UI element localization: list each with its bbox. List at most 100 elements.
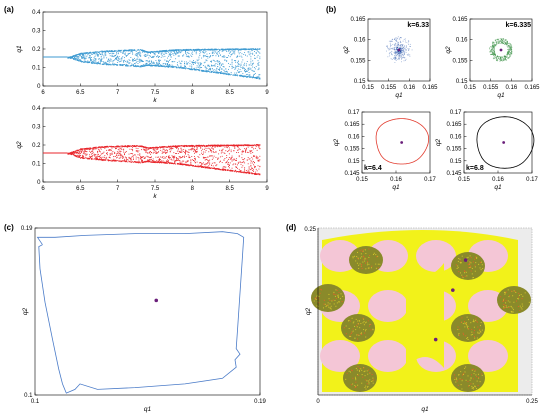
bifurcation-point (256, 144, 258, 146)
orbit-point (397, 45, 399, 46)
bifurcation-point (140, 157, 142, 159)
bifurcation-point (145, 160, 147, 162)
bifurcation-point (213, 69, 215, 71)
bifurcation-point (177, 163, 179, 165)
bifurcation-point (180, 157, 182, 159)
bifurcation-point (232, 170, 234, 172)
bifurcation-point (258, 61, 260, 63)
bifurcation-point (231, 160, 233, 162)
bifurcation-point (104, 63, 106, 65)
bifurcation-point (83, 58, 85, 60)
bifurcation-point (229, 63, 231, 65)
bifurcation-point (191, 67, 193, 69)
bifurcation-point (119, 60, 121, 62)
bifurcation-point (132, 50, 134, 52)
bifurcation-point (185, 149, 186, 151)
bifurcation-point (86, 157, 88, 159)
bifurcation-point (251, 167, 253, 169)
bifurcation-point (236, 167, 238, 169)
bifurcation-point (158, 65, 160, 66)
bifurcation-point (166, 160, 168, 162)
bifurcation-point (256, 76, 258, 78)
bifurcation-point (155, 151, 157, 153)
bifurcation-point (141, 158, 143, 160)
bifurcation-point (253, 70, 255, 72)
bifurcation-point (229, 74, 231, 76)
bifurcation-point (122, 155, 124, 157)
bifurcation-point (107, 50, 109, 52)
bifurcation-point (116, 147, 117, 149)
bifurcation-point (81, 57, 82, 59)
bifurcation-point (74, 59, 76, 60)
bifurcation-point (186, 151, 188, 153)
bifurcation-point (210, 148, 212, 150)
bifurcation-point (166, 162, 168, 164)
bifurcation-point (186, 49, 188, 51)
bifurcation-point (177, 52, 179, 54)
bifurcation-point (120, 148, 122, 149)
bifurcation-point (255, 77, 257, 79)
bifurcation-point (167, 156, 169, 158)
bifurcation-point (258, 168, 260, 170)
bifurcation-point (248, 173, 250, 175)
bifurcation-point (221, 49, 223, 51)
bifurcation-point (247, 171, 249, 173)
bifurcation-point (120, 64, 122, 66)
bifurcation-point (191, 65, 193, 67)
bifurcation-point (226, 57, 228, 58)
bifurcation-point (226, 145, 228, 147)
bifurcation-point (193, 165, 195, 167)
bifurcation-point (123, 51, 125, 53)
bifurcation-point (91, 53, 93, 55)
bifurcation-point (75, 54, 77, 56)
bifurcation-point (125, 50, 127, 52)
orbit-point (401, 46, 403, 48)
bifurcation-point (97, 154, 99, 156)
bifurcation-point (167, 50, 168, 52)
bifurcation-point (161, 50, 163, 52)
bifurcation-point (85, 52, 87, 54)
bifurcation-point (80, 155, 82, 156)
y-tick-label: 0.2 (32, 47, 41, 53)
bifurcation-point (249, 171, 251, 173)
bifurcation-point (217, 157, 219, 159)
bifurcation-point (153, 147, 155, 149)
bifurcation-point (231, 156, 233, 158)
bifurcation-point (231, 155, 233, 157)
bifurcation-point (169, 66, 171, 68)
bifurcation-point (225, 170, 227, 172)
bifurcation-point (142, 145, 143, 147)
bifurcation-point (211, 147, 213, 149)
orbit-point (401, 50, 403, 52)
bifurcation-point (181, 164, 183, 166)
bifurcation-point (84, 153, 86, 155)
bifurcation-point (93, 147, 95, 149)
bifurcation-point (228, 163, 229, 165)
bifurcation-point (203, 157, 205, 159)
bifurcation-point (218, 144, 220, 146)
bifurcation-point (147, 159, 149, 161)
bifurcation-point (246, 144, 248, 146)
bifurcation-point (245, 76, 246, 77)
bifurcation-point (217, 61, 219, 63)
bifurcation-point (224, 144, 226, 146)
bifurcation-point (254, 68, 256, 70)
bifurcation-point (227, 151, 229, 153)
bifurcation-point (159, 62, 160, 64)
bifurcation-point (231, 159, 233, 161)
bifurcation-point (167, 60, 168, 62)
bifurcation-point (150, 51, 151, 53)
bifurcation-point (220, 145, 222, 147)
bifurcation-point (248, 49, 250, 51)
bifurcation-point (89, 147, 91, 149)
bifurcation-point (212, 151, 214, 153)
bifurcation-point (222, 50, 224, 52)
orbit-point (400, 42, 402, 43)
bifurcation-point (200, 147, 202, 149)
orbit-point (401, 57, 403, 59)
bifurcation-point (78, 60, 80, 61)
bifurcation-point (246, 61, 248, 62)
bifurcation-point (231, 170, 233, 172)
bifurcation-point (93, 52, 95, 54)
bifurcation-point (77, 149, 79, 151)
